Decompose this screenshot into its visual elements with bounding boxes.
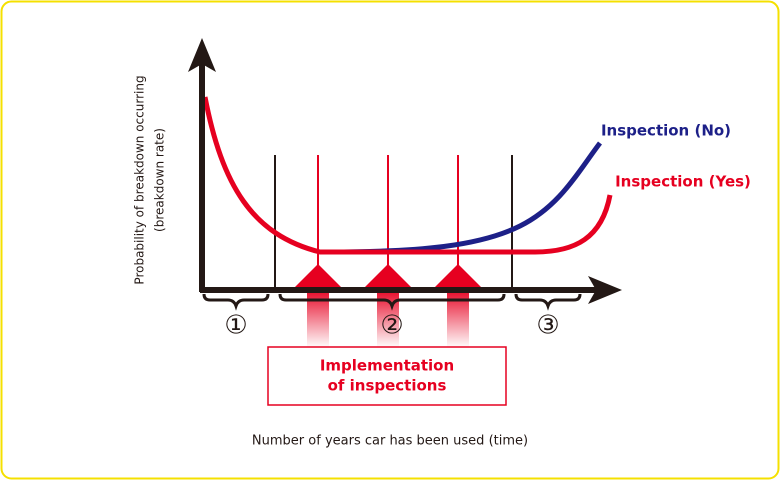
inspection-arrows bbox=[292, 155, 484, 348]
curve-label: Inspection (Yes) bbox=[615, 173, 751, 191]
phase-label: ① bbox=[224, 311, 247, 341]
callout-text: Implementation bbox=[320, 357, 454, 375]
curve-yes bbox=[202, 96, 613, 255]
callout-box bbox=[267, 346, 507, 406]
callout-text: of inspections bbox=[328, 377, 447, 395]
x-axis-label: Number of years car has been used (time) bbox=[252, 434, 528, 449]
phase-label: ③ bbox=[536, 311, 559, 341]
braces bbox=[202, 293, 582, 311]
axes bbox=[188, 38, 622, 304]
phase-label: ② bbox=[380, 311, 403, 341]
y-axis-label: Probability of breakdown occurring bbox=[133, 75, 147, 284]
curve-label: Inspection (No) bbox=[601, 122, 731, 140]
y-axis-label: (breakdown rate) bbox=[153, 128, 167, 232]
